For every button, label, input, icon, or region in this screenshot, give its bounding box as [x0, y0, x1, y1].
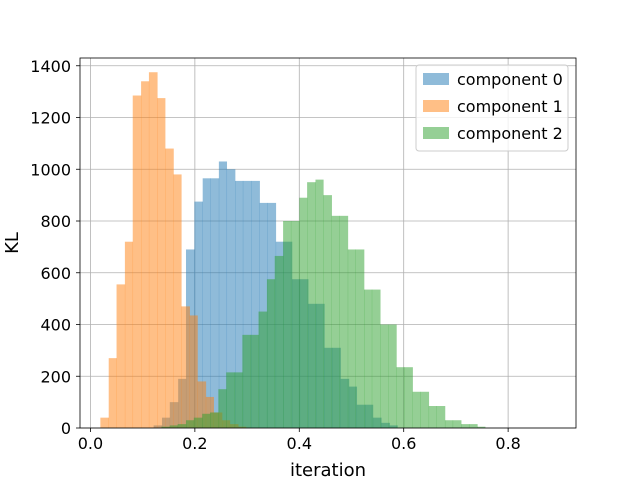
series-2-bars [161, 179, 486, 428]
y-tick-label: 200 [40, 367, 71, 386]
histogram-bar [347, 249, 356, 428]
histogram-bar [396, 367, 405, 428]
histogram-bar [242, 180, 252, 428]
histogram-bar [428, 406, 437, 428]
histogram-bar [197, 381, 207, 428]
histogram-bar [412, 391, 421, 428]
histogram-bar [210, 412, 219, 428]
histogram-bar [124, 241, 134, 428]
axis-ticks: 0.0 0.2 0.4 0.6 0.8 0 200 400 600 800 1000 1200 1400 [30, 57, 521, 453]
histogram-bar [157, 98, 166, 429]
histogram-bar [315, 179, 324, 428]
histogram-bar [251, 180, 260, 428]
histogram-bar [299, 197, 308, 428]
histogram-bar [388, 324, 397, 428]
histogram-bar [444, 420, 454, 428]
histogram-bar [165, 148, 174, 428]
histogram-bar [205, 396, 214, 428]
legend-box [415, 64, 569, 152]
y-tick-label: 1200 [30, 109, 71, 128]
histogram-bar [250, 334, 259, 428]
legend-entry-label: component 0 [457, 70, 563, 89]
histogram-bar [116, 284, 126, 428]
histogram-bar [177, 424, 187, 428]
x-tick-label: 0.8 [495, 434, 520, 453]
histogram-bar [274, 255, 284, 428]
histogram-bar [202, 413, 211, 428]
histogram-bar [148, 72, 158, 428]
histogram-bar [189, 315, 198, 428]
histogram-bar [173, 174, 182, 428]
histogram-bar [210, 178, 220, 428]
histogram-bar [452, 420, 462, 428]
histogram-bar [169, 425, 178, 428]
histogram-bar [242, 334, 252, 428]
legend-entry-label: component 2 [457, 124, 563, 143]
histogram-bar [141, 81, 150, 428]
histogram-bar [218, 161, 228, 428]
x-tick-label: 0.0 [78, 434, 103, 453]
histogram-bar [218, 389, 227, 428]
histogram-bar [226, 169, 236, 429]
histogram-bar [461, 424, 470, 428]
histogram-bar [202, 178, 211, 428]
histogram-bar [161, 426, 171, 428]
histogram-bar [355, 249, 365, 428]
legend-swatch [423, 73, 449, 85]
histogram-bar [194, 201, 203, 428]
y-tick-label: 400 [40, 316, 71, 335]
x-axis-label: iteration [290, 460, 366, 480]
histogram-bar [234, 372, 243, 428]
histogram-bar [468, 424, 478, 428]
legend-swatch [423, 127, 449, 139]
histogram-bar [436, 406, 446, 428]
histogram-bar [331, 215, 340, 428]
histogram-bar [307, 182, 316, 428]
histogram-bar [108, 358, 117, 428]
histogram-bar [226, 372, 235, 428]
legend-swatch [423, 100, 449, 112]
histogram-bars [100, 72, 486, 429]
histogram-bar [132, 95, 142, 428]
histogram-bar [380, 324, 389, 428]
histogram-bar [420, 391, 430, 428]
histogram-bar [364, 289, 373, 428]
y-tick-label: 800 [40, 212, 71, 231]
histogram-bar [100, 417, 110, 428]
histogram-bar [477, 426, 486, 428]
series-1-bars [100, 72, 247, 429]
histogram-bar [404, 367, 413, 428]
x-tick-label: 0.6 [391, 434, 416, 453]
y-tick-label: 1400 [30, 57, 71, 76]
y-axis-label: KL [2, 232, 23, 254]
histogram-bar [193, 417, 203, 428]
histogram-bar [235, 180, 244, 428]
histogram-bar [371, 289, 381, 428]
histogram-bar [283, 221, 292, 428]
plot-frame [79, 57, 577, 429]
histogram-bar [266, 279, 276, 428]
y-tick-label: 600 [40, 264, 71, 283]
histogram-bar [323, 195, 332, 428]
y-tick-label: 0 [61, 419, 71, 438]
histogram-bar [339, 215, 349, 428]
histogram-bar [258, 311, 268, 428]
histogram-bar [181, 306, 190, 428]
histogram-bar [185, 420, 195, 428]
histogram-bar [290, 221, 300, 428]
x-tick-label: 0.2 [182, 434, 207, 453]
legend: component 0 component 1 component 2 [415, 64, 569, 152]
y-tick-label: 1000 [30, 160, 71, 179]
legend-entry-label: component 1 [457, 97, 563, 116]
x-tick-label: 0.4 [287, 434, 312, 453]
